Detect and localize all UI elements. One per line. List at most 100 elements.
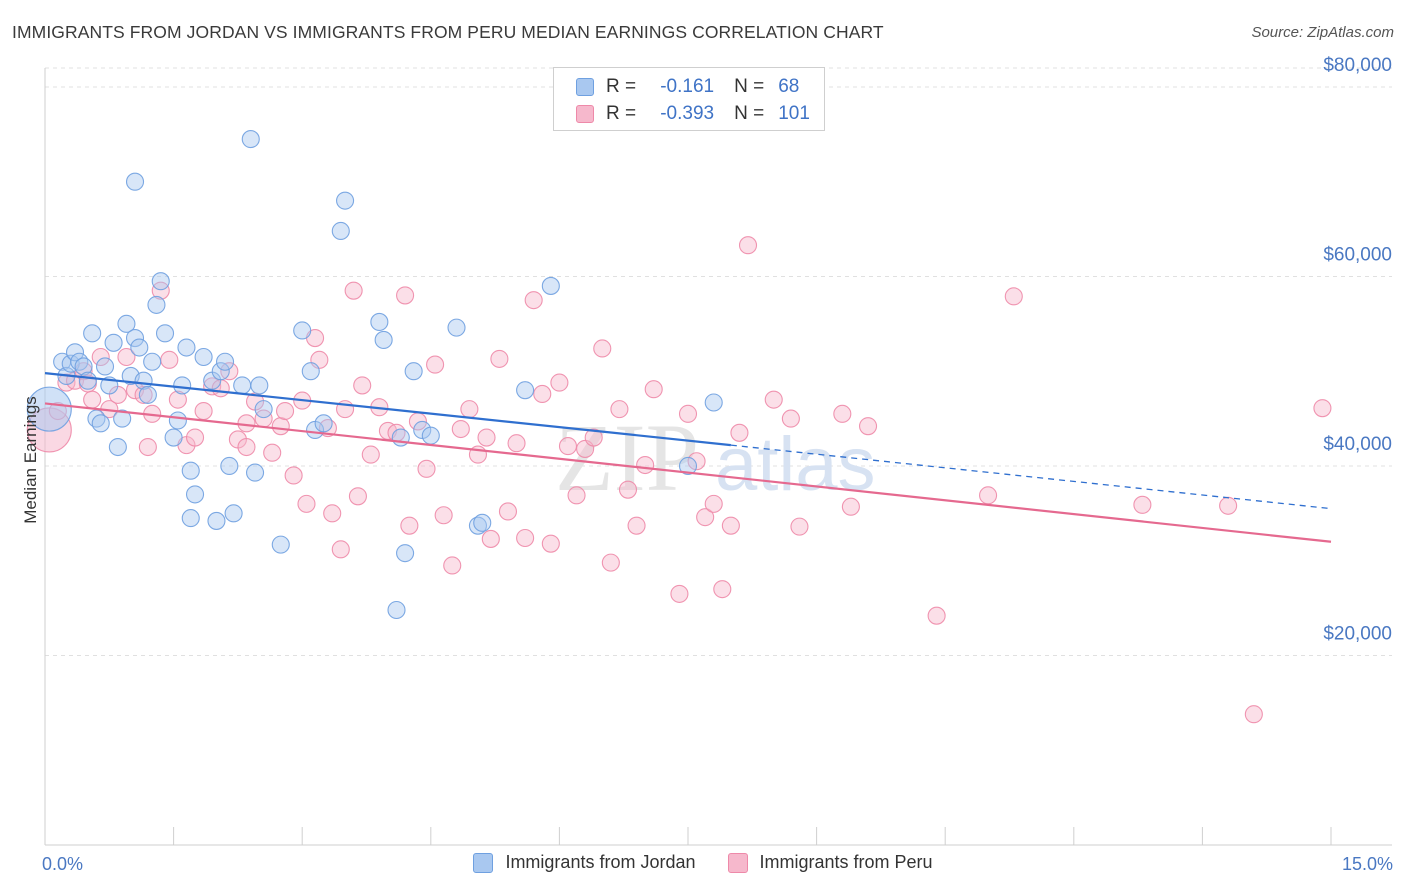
jordan-point bbox=[143, 352, 162, 371]
peru-point bbox=[460, 400, 479, 419]
peru-point bbox=[721, 516, 740, 535]
jordan-point bbox=[233, 376, 252, 395]
peru-point bbox=[160, 350, 179, 369]
jordan-point bbox=[211, 362, 230, 381]
y-tick-label: $60,000 bbox=[1323, 244, 1392, 265]
watermark: ZIP atlas bbox=[555, 404, 876, 511]
gridlines bbox=[45, 67, 1392, 656]
jordan-point bbox=[78, 371, 97, 390]
peru-point bbox=[348, 487, 367, 506]
jordan-point bbox=[245, 463, 265, 482]
peru-point bbox=[91, 347, 110, 367]
peru-point bbox=[601, 553, 620, 572]
jordan-trend-extension bbox=[730, 444, 1332, 510]
legend-swatch-jordan bbox=[473, 852, 494, 873]
jordan-point bbox=[151, 272, 170, 291]
jordan-point bbox=[224, 504, 243, 523]
trend-lines bbox=[44, 372, 1332, 543]
peru-point bbox=[610, 400, 629, 419]
legend-item-peru: Immigrants from Peru bbox=[727, 852, 933, 873]
peru-point bbox=[237, 437, 256, 457]
x-tick-label: 0.0% bbox=[42, 854, 83, 874]
peru-point bbox=[644, 380, 663, 399]
jordan-trend-line bbox=[44, 372, 731, 447]
peru-point bbox=[618, 480, 638, 499]
jordan-point bbox=[473, 513, 492, 532]
jordan-point bbox=[91, 414, 110, 433]
jordan-point bbox=[125, 172, 145, 191]
y-axis-label: Median Earnings bbox=[21, 396, 40, 524]
peru-point bbox=[417, 459, 436, 478]
peru-point bbox=[481, 529, 500, 548]
legend-swatch-jordan bbox=[576, 78, 594, 96]
jordan-point bbox=[250, 376, 269, 395]
legend-row-jordan: R = -0.161 N = 68 bbox=[576, 74, 799, 100]
peru-point bbox=[490, 349, 509, 368]
jordan-point bbox=[83, 324, 102, 343]
jordan-point bbox=[293, 321, 312, 340]
y-tick-label: $40,000 bbox=[1323, 434, 1392, 455]
jordan-point bbox=[220, 456, 239, 476]
legend-r-label: R = bbox=[606, 76, 637, 97]
legend-swatch-peru bbox=[727, 852, 748, 873]
peru-point bbox=[790, 517, 809, 536]
peru-point bbox=[533, 384, 552, 404]
jordan-point bbox=[181, 509, 200, 528]
jordan-point bbox=[155, 324, 175, 343]
peru-point bbox=[670, 584, 689, 603]
y-tick-labels: $20,000 $40,000 $60,000 $80,000 bbox=[1323, 55, 1392, 645]
series-peru-points bbox=[26, 236, 1332, 724]
peru-point bbox=[1244, 705, 1263, 724]
peru-point bbox=[451, 419, 470, 439]
peru-point bbox=[627, 516, 646, 535]
x-tick-label: 15.0% bbox=[1342, 854, 1393, 874]
peru-point bbox=[730, 423, 749, 442]
jordan-point bbox=[215, 352, 235, 371]
jordan-point bbox=[331, 221, 350, 241]
legend-r-value: -0.393 bbox=[660, 103, 715, 124]
jordan-point bbox=[404, 362, 423, 381]
peru-point bbox=[507, 434, 526, 453]
peru-point bbox=[584, 428, 603, 447]
peru-point bbox=[138, 437, 157, 457]
peru-point bbox=[593, 339, 612, 358]
jordan-point bbox=[117, 314, 136, 333]
y-tick-label: $20,000 bbox=[1323, 623, 1392, 644]
legend-item-jordan: Immigrants from Jordan bbox=[473, 852, 696, 873]
peru-point bbox=[271, 417, 290, 436]
peru-point bbox=[168, 390, 187, 409]
series-jordan-points bbox=[26, 130, 723, 620]
jordan-point bbox=[678, 456, 698, 476]
peru-point bbox=[524, 291, 543, 310]
peru-point bbox=[443, 556, 462, 575]
axes bbox=[44, 68, 1392, 846]
jordan-point bbox=[168, 411, 187, 430]
chart-title: IMMIGRANTS FROM JORDAN VS IMMIGRANTS FRO… bbox=[12, 22, 884, 42]
jordan-point bbox=[516, 381, 535, 400]
legend-label-peru: Immigrants from Peru bbox=[759, 852, 933, 872]
peru-point bbox=[781, 409, 800, 428]
jordan-point bbox=[181, 461, 200, 480]
legend-r-label: R = bbox=[606, 103, 637, 124]
jordan-point bbox=[194, 347, 213, 367]
series-legend: Immigrants from Jordan Immigrants from P… bbox=[0, 852, 1406, 873]
stats-legend: R = -0.161 N = 68 R = -0.393 N = 101 bbox=[553, 67, 825, 131]
jordan-point bbox=[108, 437, 127, 457]
peru-point bbox=[704, 494, 723, 513]
legend-n-label: N = bbox=[734, 103, 765, 124]
legend-n-value: 101 bbox=[778, 103, 810, 124]
legend-swatch-peru bbox=[576, 105, 594, 123]
jordan-point bbox=[147, 295, 166, 314]
jordan-point bbox=[271, 535, 290, 554]
jordan-point bbox=[421, 426, 440, 445]
peru-point bbox=[687, 452, 706, 471]
jordan-point bbox=[104, 333, 123, 352]
jordan-point bbox=[26, 386, 72, 432]
jordan-point bbox=[336, 191, 355, 210]
peru-point bbox=[516, 528, 535, 548]
jordan-point bbox=[447, 318, 466, 337]
peru-point bbox=[858, 417, 878, 436]
peru-point bbox=[83, 390, 102, 409]
peru-point bbox=[237, 414, 256, 433]
